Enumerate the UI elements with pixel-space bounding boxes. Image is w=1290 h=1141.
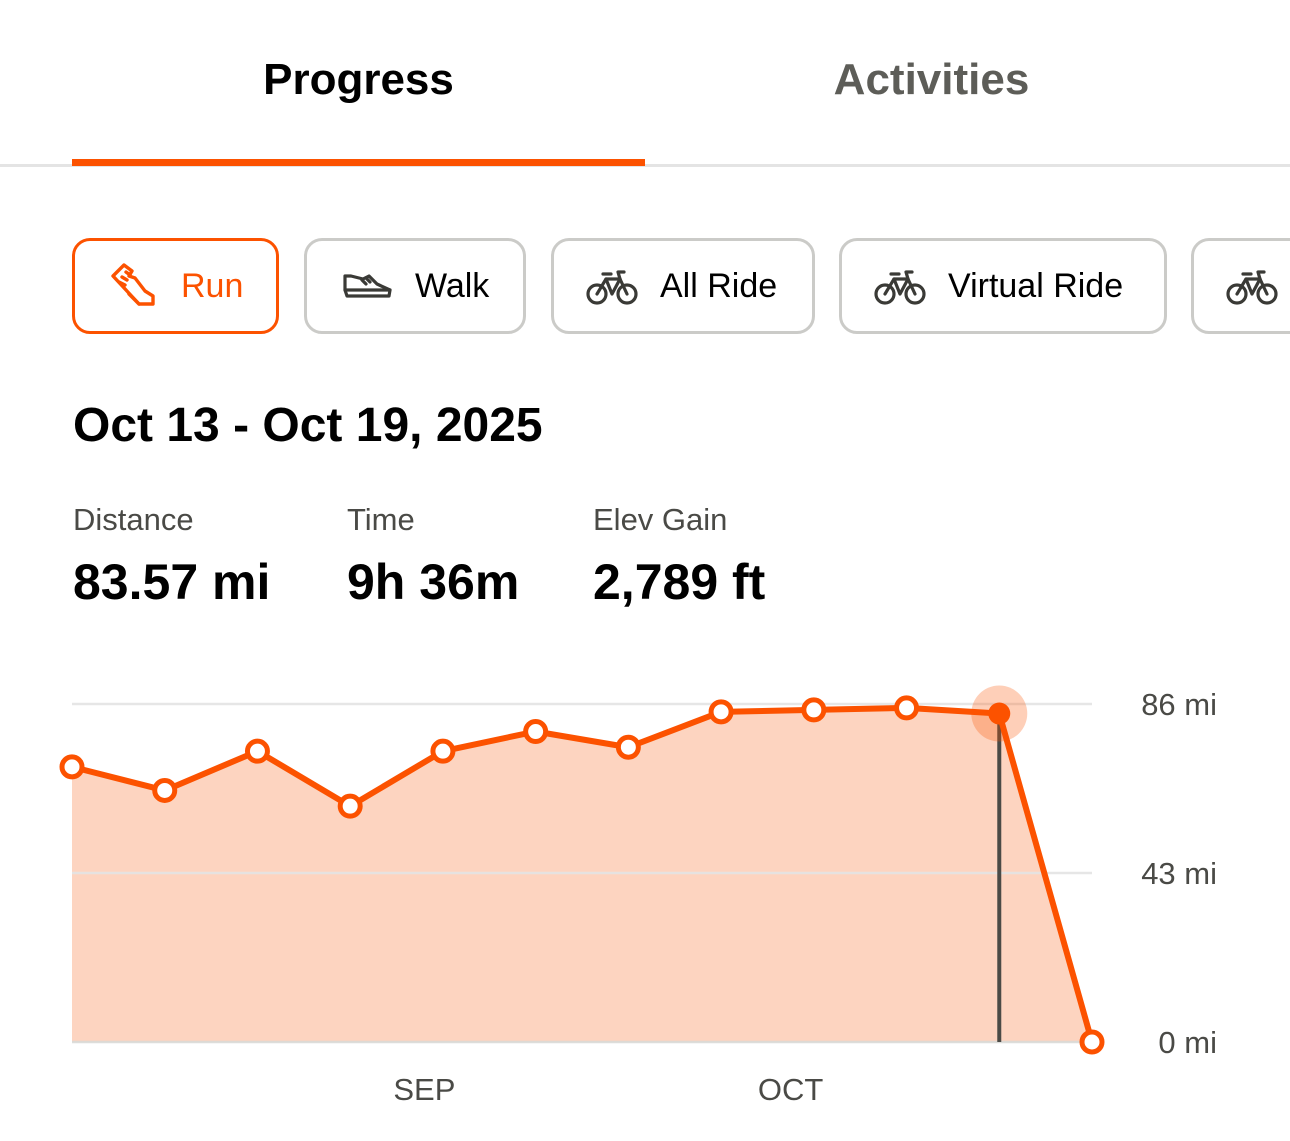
x-tick-label: SEP [393,1072,455,1107]
data-point [152,777,178,803]
running-shoe-icon [107,260,159,312]
data-point [894,695,920,721]
tab-bar: Progress Activities [0,0,1290,167]
y-tick-label: 86 mi [1141,687,1217,722]
filter-chip-walk[interactable]: Walk [304,238,526,334]
data-point [430,738,456,764]
stat-distance-label: Distance [73,502,194,537]
bicycle-icon [586,260,638,312]
active-tab-indicator [72,159,645,166]
tab-progress[interactable]: Progress [72,0,645,164]
stat-distance-value: 83.57 mi [73,554,271,610]
stat-time-value: 9h 36m [347,554,520,610]
tab-activities[interactable]: Activities [645,0,1218,164]
stat-elev-gain: Elev Gain 2,789 ft [593,500,765,610]
data-point [801,697,827,723]
data-point [523,719,549,745]
stat-elev-gain-label: Elev Gain [593,502,728,537]
stat-time: Time 9h 36m [347,500,519,610]
series-line [69,704,1095,1045]
tab-progress-label: Progress [263,55,454,104]
chart-area [72,707,1092,1042]
stat-time-label: Time [347,502,415,537]
weekly-distance-chart[interactable]: 86 mi 43 mi 0 mi SEP OCT [0,640,1290,1120]
filter-chip-virtual-ride[interactable]: Virtual Ride [839,238,1167,334]
stat-elev-gain-value: 2,789 ft [593,554,766,610]
filter-chip-walk-label: Walk [415,266,490,305]
data-point [615,734,641,760]
data-point [1079,1029,1105,1055]
x-tick-label: OCT [758,1072,824,1107]
filter-chip-all-ride-label: All Ride [660,266,778,305]
data-point [244,738,270,764]
date-range-title: Oct 13 - Oct 19, 2025 [73,399,543,452]
filter-chip-virtual-ride-label: Virtual Ride [948,266,1124,305]
stat-distance: Distance 83.57 mi [73,500,270,610]
data-point [708,699,734,725]
y-tick-label: 0 mi [1158,1025,1217,1060]
data-point [337,793,363,819]
bicycle-icon [1226,260,1278,312]
bicycle-icon [874,260,926,312]
walking-shoe-icon [341,260,393,312]
data-point [59,754,85,780]
filter-chip-partial[interactable] [1191,238,1290,334]
selected-data-point [988,702,1011,725]
filter-chip-all-ride[interactable]: All Ride [551,238,815,334]
y-tick-label: 43 mi [1141,856,1217,891]
filter-chip-run-label: Run [181,266,244,305]
tab-activities-label: Activities [833,55,1030,104]
filter-chip-run[interactable]: Run [72,238,279,334]
